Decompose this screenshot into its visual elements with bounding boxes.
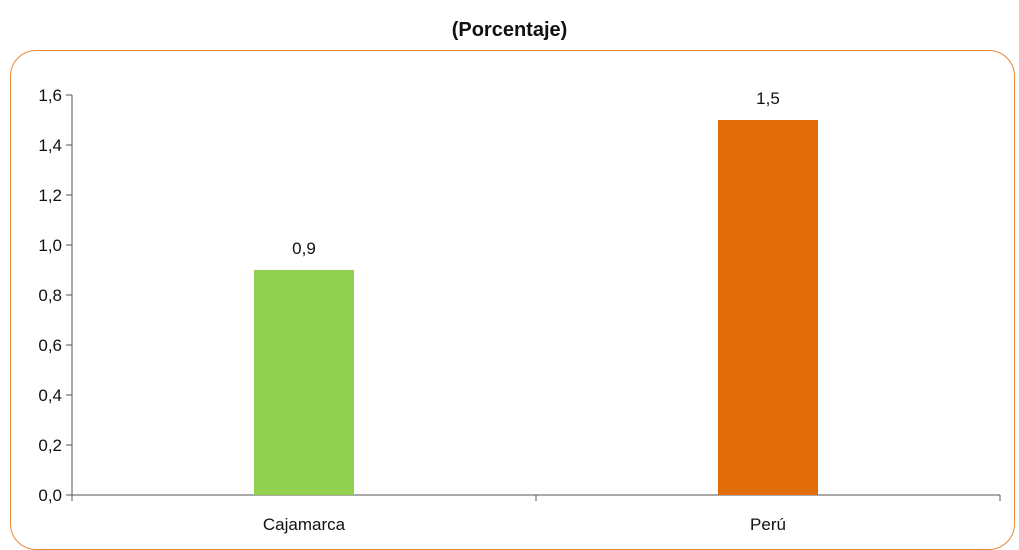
y-tick-label: 0,8 [38,286,62,305]
y-tick-label: 1,6 [38,86,62,105]
data-label: 1,5 [756,89,780,108]
y-tick-label: 0,2 [38,436,62,455]
x-tick-label: Cajamarca [263,515,346,534]
chart-frame [10,50,1015,550]
y-tick-label: 1,2 [38,186,62,205]
y-tick-label: 1,0 [38,236,62,255]
chart-title: (Porcentaje) [451,19,568,41]
y-tick-label: 0,6 [38,336,62,355]
y-tick-label: 1,4 [38,136,62,155]
bar [254,270,354,495]
y-axis: 0,0 0,2 0,4 0,6 0,8 1,0 1,2 1,4 1,6 [38,86,73,505]
data-label: 0,9 [292,239,316,258]
bar [718,120,818,495]
y-tick-label: 0,0 [38,486,62,505]
x-axis: Cajamarca Perú [71,494,1001,534]
x-tick-label: Perú [750,515,786,534]
y-tick-label: 0,4 [38,386,62,405]
data-labels: 0,9 1,5 [292,89,780,258]
bars [254,120,818,495]
